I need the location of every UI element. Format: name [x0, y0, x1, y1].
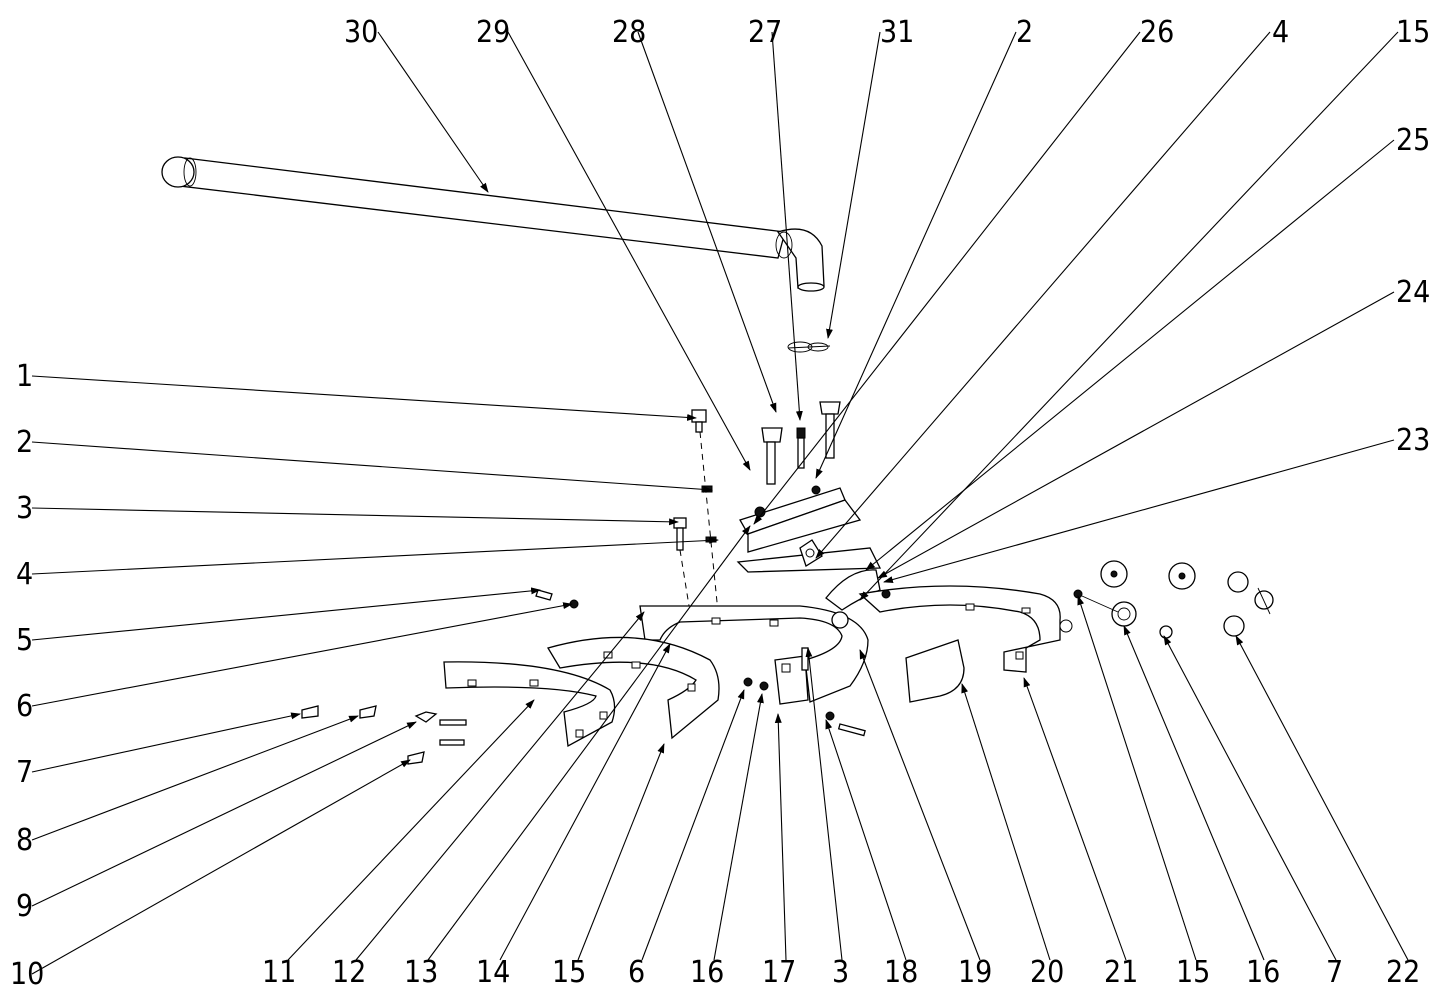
callout-label: 8: [16, 823, 33, 858]
center-hardware-part: [743, 589, 891, 737]
callout-label: 22: [1386, 955, 1420, 990]
band-segments-part: [443, 585, 1073, 748]
callout-label: 4: [16, 557, 33, 592]
callout-label: 16: [690, 955, 724, 990]
callout-label: 7: [1326, 955, 1343, 990]
callout-label: 24: [1396, 275, 1430, 310]
handle-bar-part: [161, 156, 825, 292]
callout-label: 5: [16, 623, 33, 658]
leader-lines: [31, 31, 1409, 975]
callout-label: 9: [16, 889, 33, 924]
knob-set-part: [1073, 560, 1274, 639]
callout-label: 20: [1030, 955, 1064, 990]
callout-label: 14: [476, 955, 510, 990]
callout-label: 23: [1396, 423, 1430, 458]
center-bracket-part: [736, 485, 882, 611]
callout-label: 27: [748, 15, 782, 50]
callout-label: 12: [332, 955, 366, 990]
callout-label: 28: [612, 15, 646, 50]
callout-label: 3: [832, 955, 849, 990]
callout-label: 17: [762, 955, 796, 990]
callout-label: 18: [884, 955, 918, 990]
parts-drawing: [161, 156, 1274, 765]
callout-label: 30: [344, 15, 378, 50]
callout-label: 21: [1104, 955, 1138, 990]
callout-label: 6: [16, 689, 33, 724]
callout-label: 2: [1016, 15, 1033, 50]
callout-label: 13: [404, 955, 438, 990]
callout-label: 31: [880, 15, 914, 50]
callout-label: 15: [1396, 15, 1430, 50]
callout-label: 29: [476, 15, 510, 50]
callout-label: 19: [958, 955, 992, 990]
callout-label: 1: [16, 359, 33, 394]
callout-label: 2: [16, 425, 33, 460]
callout-label: 10: [10, 957, 44, 990]
callout-label: 11: [262, 955, 296, 990]
fastener-stack-part: [673, 409, 719, 613]
callout-label: 16: [1246, 955, 1280, 990]
callout-label: 6: [628, 955, 645, 990]
callout-label: 25: [1396, 123, 1430, 158]
callout-labels: 30 29 28 27 31 2 26 4 15 25 24 23 1 2 3 …: [10, 15, 1430, 990]
knob-bolts-part: [761, 401, 841, 485]
callout-label: 26: [1140, 15, 1174, 50]
callout-label: 7: [16, 755, 33, 790]
callout-label: 4: [1272, 15, 1289, 50]
callout-label: 15: [552, 955, 586, 990]
callout-label: 15: [1176, 955, 1210, 990]
callout-label: 3: [16, 491, 33, 526]
